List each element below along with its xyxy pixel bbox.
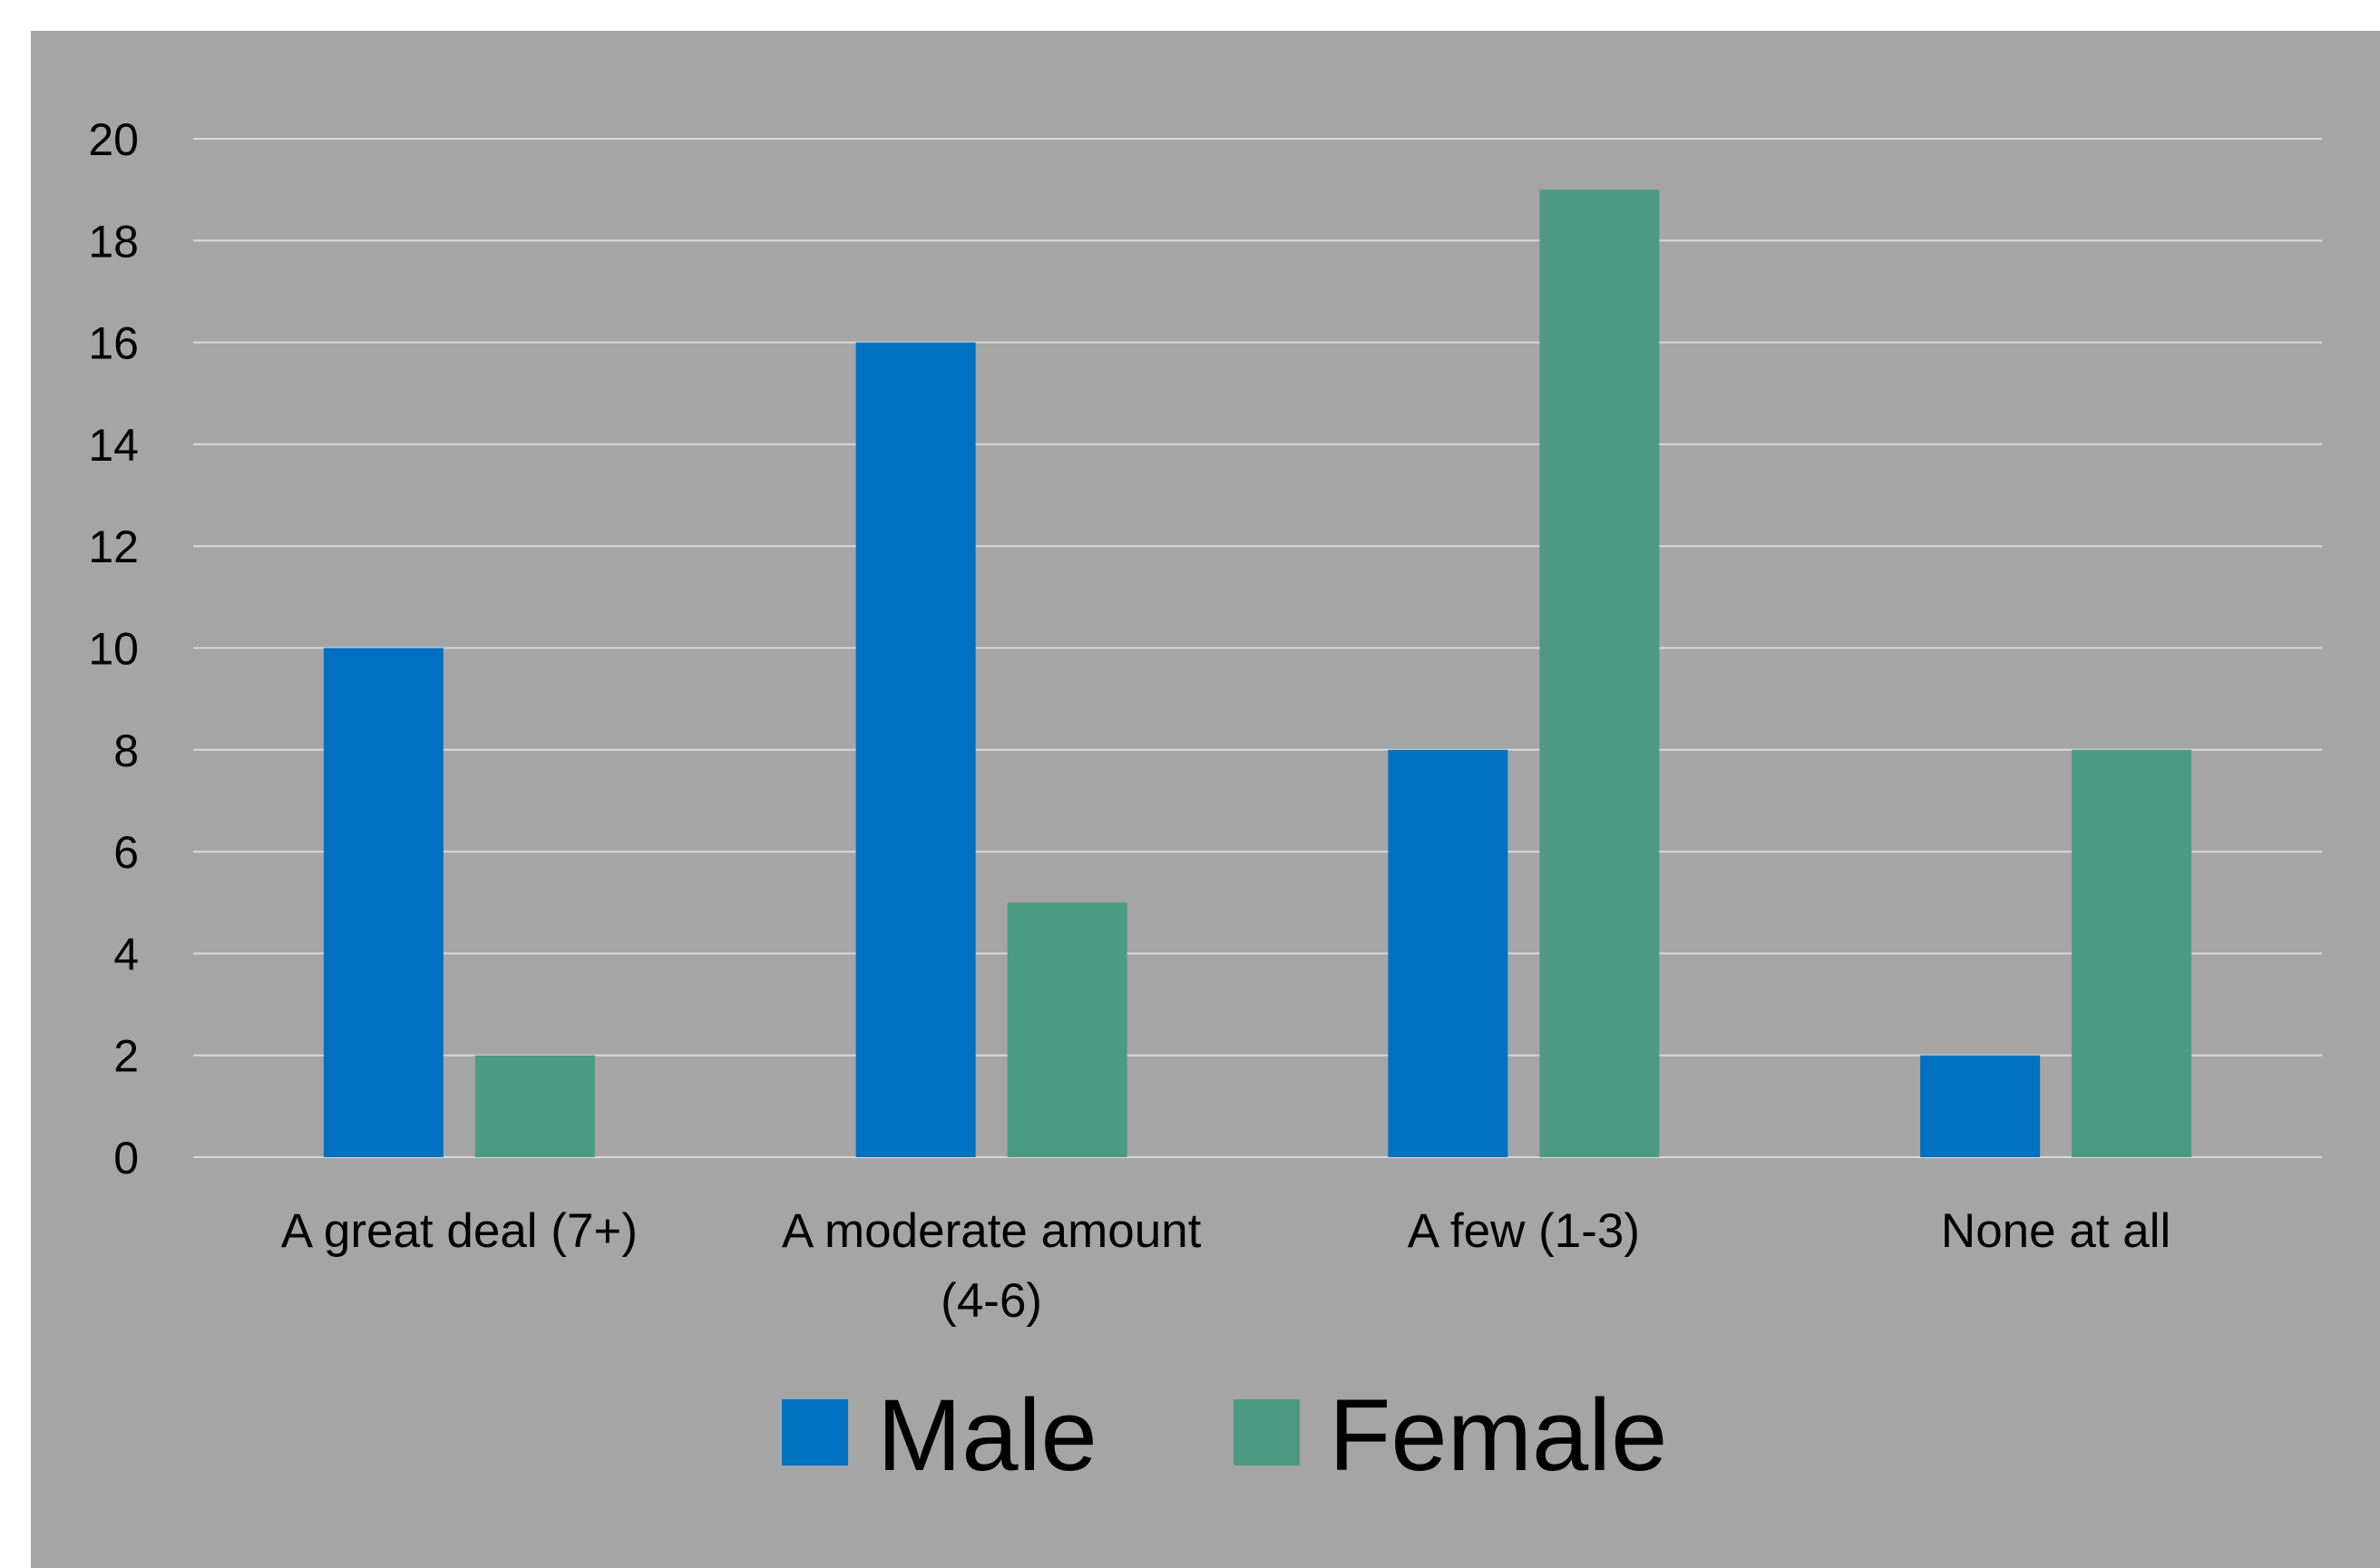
legend: Male Female [782,1378,1667,1492]
y-tick-label: 14 [88,420,139,471]
y-tick-label: 8 [113,726,139,776]
y-tick-label: 18 [88,216,139,267]
y-tick-label: 12 [88,521,139,572]
bars [323,190,2192,1158]
bar-female-4 [2072,749,2192,1157]
bar-male-1 [323,648,444,1157]
y-tick-label: 10 [88,624,139,675]
bar-male-3 [1388,749,1508,1157]
x-category-label: None at all [1941,1204,2170,1258]
bar-male-2 [855,342,976,1158]
y-tick-label: 16 [88,318,139,369]
legend-swatch-male [782,1399,848,1466]
y-tick-label: 6 [113,827,139,878]
legend-swatch-female [1234,1399,1300,1466]
y-tick-label: 20 [88,114,139,165]
y-tick-label: 2 [113,1031,139,1082]
x-category-label: A great deal (7+) [281,1204,638,1258]
y-axis-ticks: 0 2 4 6 8 10 12 14 16 18 20 [88,114,139,1183]
bar-male-4 [1920,1055,2041,1157]
bar-female-3 [1539,190,1660,1157]
y-tick-label: 4 [113,929,139,979]
gridlines [193,138,2322,1158]
x-category-label: A few (1-3) [1408,1204,1640,1258]
y-tick-label: 0 [113,1133,139,1183]
legend-label-female: Female [1329,1378,1667,1492]
legend-label-male: Male [877,1378,1097,1492]
x-category-label: (4-6) [941,1274,1042,1328]
x-axis-categories: A great deal (7+) A moderate amount (4-6) A… [281,1204,2171,1328]
bar-female-2 [1007,902,1127,1157]
x-category-label: A moderate amount [782,1204,1202,1258]
bar-female-1 [474,1055,595,1157]
